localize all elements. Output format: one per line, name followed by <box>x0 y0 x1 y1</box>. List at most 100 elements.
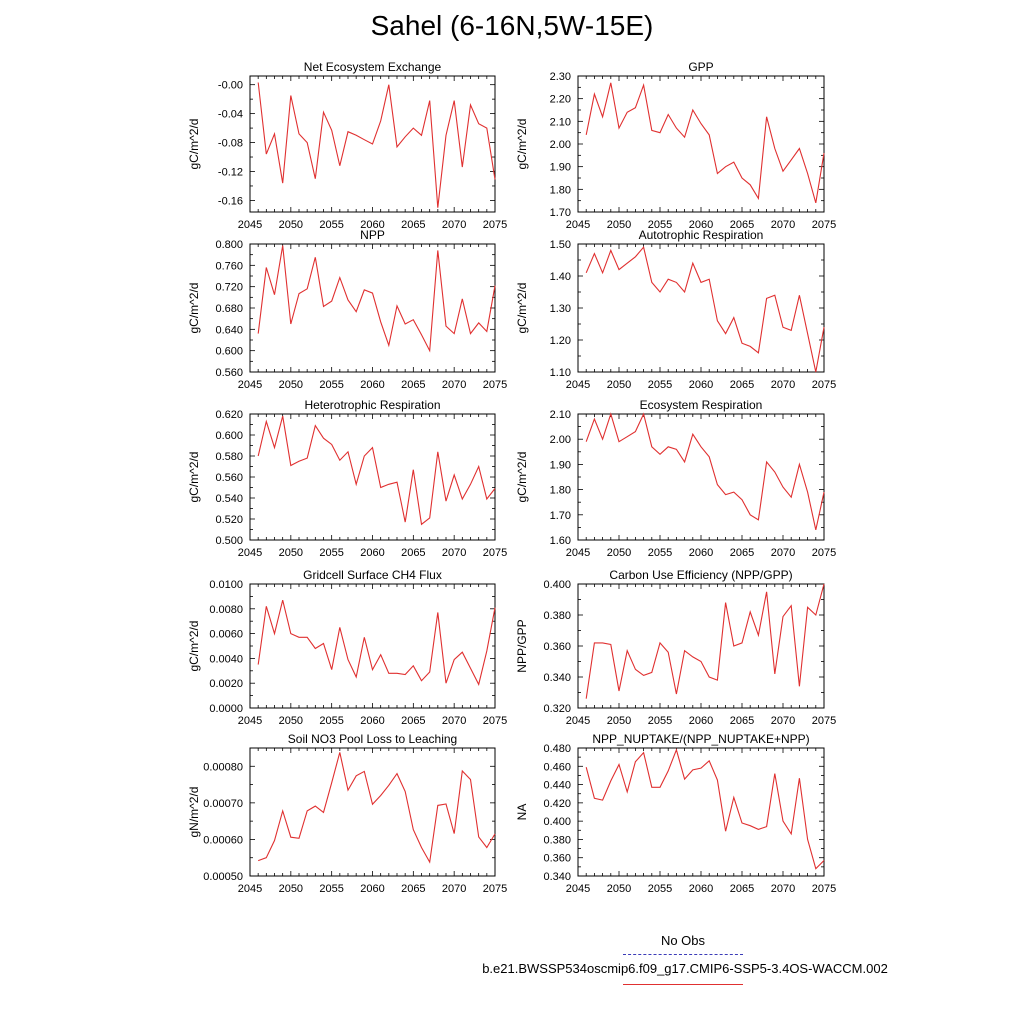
x-tick-label: 2075 <box>812 883 836 895</box>
y-tick-label: 0.460 <box>543 761 571 773</box>
y-axis-label: NA <box>515 804 529 821</box>
x-tick-label: 2065 <box>730 715 754 727</box>
x-tick-label: 2065 <box>401 379 425 391</box>
y-tick-label: 1.10 <box>550 367 571 379</box>
x-tick-label: 2060 <box>360 219 384 231</box>
x-tick-label: 2055 <box>319 219 343 231</box>
series-line <box>585 748 825 870</box>
y-tick-label: -0.08 <box>218 138 243 150</box>
y-tick-label: 1.20 <box>550 335 571 347</box>
panel-5: Ecosystem Respiration gC/m^2/d 2045 2050 205… <box>515 398 836 559</box>
x-tick-label: 2065 <box>730 379 754 391</box>
y-tick-label: 0.500 <box>215 535 243 547</box>
x-tick-label: 2045 <box>238 883 262 895</box>
y-tick-label: 0.00050 <box>203 871 243 883</box>
plot-frame <box>249 413 496 541</box>
x-tick-label: 2045 <box>566 379 590 391</box>
x-tick-label: 2045 <box>238 219 262 231</box>
y-tick-label: 0.0100 <box>209 579 243 591</box>
x-tick-label: 2060 <box>360 547 384 559</box>
y-axis-label: NPP/GPP <box>515 619 529 672</box>
legend-model-swatch <box>623 984 743 985</box>
panel-3: Autotrophic Respiration gC/m^2/d 2045 2050 2… <box>515 228 836 391</box>
y-tick-label: 0.420 <box>543 798 571 810</box>
y-tick-label: 2.10 <box>550 116 571 128</box>
plot-frame <box>577 747 825 877</box>
x-tick-label: 2070 <box>771 547 795 559</box>
y-tick-label: 1.90 <box>550 459 571 471</box>
page-title: Sahel (6-16N,5W-15E) <box>370 10 654 41</box>
x-tick-label: 2070 <box>771 883 795 895</box>
x-tick-label: 2065 <box>401 547 425 559</box>
x-tick-label: 2055 <box>319 379 343 391</box>
x-tick-label: 2050 <box>607 547 631 559</box>
series-line <box>585 246 825 373</box>
y-tick-label: 0.580 <box>215 451 243 463</box>
panel-title: Autotrophic Respiration <box>639 228 764 242</box>
legend-obs-label: No Obs <box>660 933 706 948</box>
series-line <box>585 82 825 204</box>
plot-frame <box>577 75 825 213</box>
y-tick-label: 0.620 <box>215 409 243 421</box>
x-tick-label: 2050 <box>279 547 303 559</box>
x-tick-label: 2055 <box>319 883 343 895</box>
panel-2: NPP gC/m^2/d 2045 2050 2055 2060 2065 2070 2075 0… <box>187 228 507 391</box>
x-tick-label: 2070 <box>771 379 795 391</box>
x-tick-label: 2065 <box>730 883 754 895</box>
x-tick-label: 2060 <box>360 883 384 895</box>
y-tick-label: 0.560 <box>215 367 243 379</box>
panel-title: Gridcell Surface CH4 Flux <box>303 568 442 582</box>
y-tick-label: -0.00 <box>218 80 243 92</box>
y-tick-label: 0.720 <box>215 282 243 294</box>
y-tick-label: 2.10 <box>550 409 571 421</box>
x-tick-label: 2045 <box>238 547 262 559</box>
series-line <box>257 245 496 353</box>
y-tick-label: 1.50 <box>550 239 571 251</box>
y-tick-label: 2.30 <box>550 71 571 83</box>
plot-frame <box>577 583 825 709</box>
y-tick-label: 1.70 <box>550 207 571 219</box>
x-tick-label: 2070 <box>442 883 466 895</box>
x-tick-label: 2055 <box>648 379 672 391</box>
y-tick-label: 0.640 <box>215 324 243 336</box>
x-tick-label: 2075 <box>812 715 836 727</box>
x-tick-label: 2055 <box>648 547 672 559</box>
x-tick-label: 2075 <box>483 715 507 727</box>
y-tick-label: 0.600 <box>215 430 243 442</box>
x-tick-label: 2070 <box>771 219 795 231</box>
y-tick-label: 1.40 <box>550 271 571 283</box>
y-tick-label: 0.0060 <box>209 629 243 641</box>
y-tick-label: 0.340 <box>543 672 571 684</box>
panel-7: Carbon Use Efficiency (NPP/GPP) NPP/GPP 20… <box>515 568 836 727</box>
y-tick-label: 0.560 <box>215 472 243 484</box>
x-tick-label: 2065 <box>401 715 425 727</box>
x-tick-label: 2055 <box>319 715 343 727</box>
panel-title: NPP <box>360 228 385 242</box>
x-tick-label: 2065 <box>401 883 425 895</box>
x-tick-label: 2075 <box>483 379 507 391</box>
legend-model-label: b.e21.BWSSP534oscmip6.f09_g17.CMIP6-SSP5… <box>482 961 888 976</box>
y-tick-label: 0.380 <box>543 834 571 846</box>
x-tick-label: 2045 <box>566 715 590 727</box>
plot-frame <box>249 747 496 877</box>
x-tick-label: 2050 <box>279 883 303 895</box>
x-tick-label: 2075 <box>812 379 836 391</box>
x-tick-label: 2050 <box>607 715 631 727</box>
x-tick-label: 2060 <box>689 547 713 559</box>
panel-0: Net Ecosystem Exchange gC/m^2/d 2045 2050 20… <box>187 60 507 231</box>
x-tick-label: 2060 <box>689 379 713 391</box>
series-line <box>257 599 496 686</box>
y-tick-label: 0.0080 <box>209 604 243 616</box>
y-tick-label: 0.0040 <box>209 653 243 665</box>
y-tick-label: 0.600 <box>215 346 243 358</box>
y-tick-label: -0.16 <box>218 195 243 207</box>
series-line <box>257 82 496 208</box>
x-tick-label: 2070 <box>442 715 466 727</box>
x-tick-label: 2060 <box>689 883 713 895</box>
panel-title: Ecosystem Respiration <box>640 398 763 412</box>
x-tick-label: 2065 <box>730 219 754 231</box>
series-line <box>257 415 496 526</box>
x-tick-label: 2060 <box>689 219 713 231</box>
panel-title: Soil NO3 Pool Loss to Leaching <box>288 732 457 746</box>
